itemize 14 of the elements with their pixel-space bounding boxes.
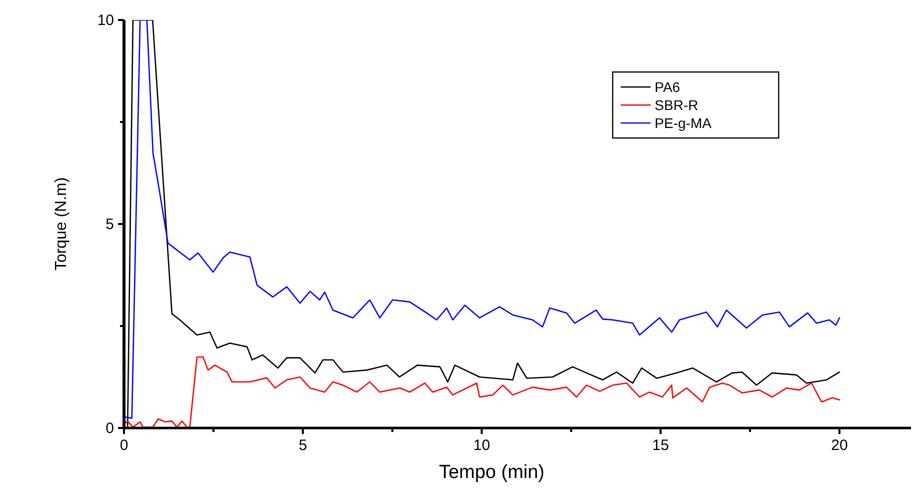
y-tick-label: 0 [106, 420, 114, 437]
y-tick-label: 5 [106, 216, 114, 233]
y-axis-title: Torque (N.m) [53, 177, 70, 271]
legend-label: PA6 [654, 79, 680, 95]
x-tick-label: 0 [120, 437, 128, 454]
legend-label: SBR-R [654, 97, 698, 113]
line-series [124, 356, 840, 428]
x-tick-label: 20 [831, 437, 848, 454]
x-tick-label: 10 [473, 437, 490, 454]
y-tick-label: 10 [97, 12, 114, 29]
x-tick-label: 5 [298, 437, 308, 454]
x-tick-label: 15 [652, 437, 669, 454]
x-axis-title: Tempo (min) [438, 462, 545, 483]
legend-label: PE-g-MA [654, 115, 712, 131]
